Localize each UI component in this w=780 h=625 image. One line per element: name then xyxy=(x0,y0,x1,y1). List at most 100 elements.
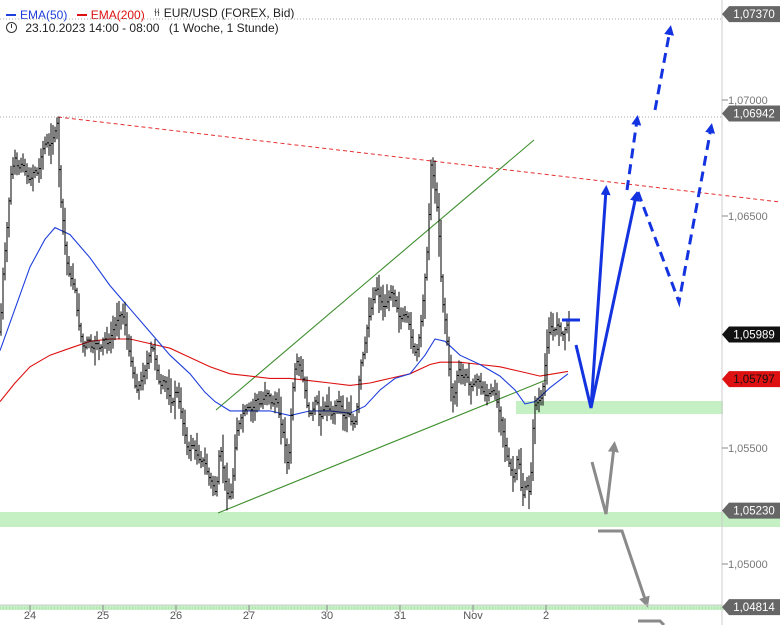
price-bar xyxy=(238,420,240,436)
price-bar xyxy=(232,468,234,499)
price-bar xyxy=(84,340,86,357)
price-bar xyxy=(282,419,284,439)
price-bar xyxy=(28,167,30,184)
price-bar xyxy=(474,374,476,387)
price-bar xyxy=(392,285,394,308)
price-bar xyxy=(364,336,366,360)
price-bar xyxy=(112,315,114,349)
price-bar xyxy=(126,312,128,350)
price-bar xyxy=(174,380,176,420)
price-bar xyxy=(402,307,404,323)
price-bar xyxy=(552,313,554,341)
price-bar xyxy=(88,336,90,349)
legend-ema50: EMA(50) xyxy=(6,8,67,22)
price-tag-box xyxy=(722,371,780,388)
price-bar xyxy=(558,318,560,346)
price-bar xyxy=(424,273,426,319)
price-bar xyxy=(334,400,336,425)
y-axis-ticks: 1,05000 1,05500 1,06500 1,07000 xyxy=(722,95,768,571)
price-bar xyxy=(448,336,450,377)
price-bar xyxy=(44,136,46,155)
price-bar xyxy=(544,353,546,396)
forecast-blue-up-2 xyxy=(589,191,640,409)
price-bar xyxy=(490,383,492,398)
price-bar xyxy=(180,387,182,420)
price-bar xyxy=(50,123,52,165)
price-bar xyxy=(254,392,256,421)
price-bar xyxy=(564,327,566,351)
price-bar xyxy=(446,313,448,346)
price-bar xyxy=(74,278,76,294)
price-bar xyxy=(80,322,82,343)
price-bar xyxy=(376,277,378,296)
price-bar xyxy=(338,390,340,414)
price-bar xyxy=(464,368,466,386)
y-tick-label: 1,06500 xyxy=(728,211,768,223)
price-bar xyxy=(284,417,286,464)
price-bar xyxy=(56,117,58,140)
price-bar xyxy=(280,396,282,445)
price-bar xyxy=(382,284,384,321)
legend-ema200: EMA(200) xyxy=(76,8,145,22)
price-bar xyxy=(302,359,304,383)
price-bar xyxy=(256,393,258,413)
price-bar xyxy=(350,395,352,426)
price-bar xyxy=(370,297,372,321)
price-bar xyxy=(188,441,190,459)
price-bar xyxy=(46,133,48,148)
price-tag-box xyxy=(722,502,780,519)
price-bar xyxy=(48,133,50,156)
price-bar xyxy=(168,369,170,406)
legend-instrument: ⫮⫮ EUR/USD (FOREX, Bid) xyxy=(154,6,294,20)
price-bar xyxy=(454,380,456,405)
price-bar xyxy=(206,453,208,475)
price-bar xyxy=(518,449,520,470)
price-tag: 1,05230 xyxy=(722,502,780,519)
forecast-blue-dashed-3 xyxy=(636,123,716,308)
price-bar xyxy=(140,371,142,391)
clock-icon xyxy=(6,22,17,33)
price-bar xyxy=(24,158,26,176)
price-bar xyxy=(118,301,120,339)
price-bar xyxy=(208,467,210,486)
price-bar xyxy=(438,193,440,257)
price-bar xyxy=(486,383,488,406)
price-bar xyxy=(462,363,464,385)
price-bar xyxy=(222,434,224,484)
price-tag-box xyxy=(722,326,780,343)
price-bar xyxy=(378,274,380,313)
price-bar xyxy=(64,207,66,255)
price-bar xyxy=(94,335,96,366)
price-bar xyxy=(436,182,438,212)
price-bar xyxy=(316,395,318,406)
price-bar xyxy=(42,140,44,170)
price-bar xyxy=(426,246,428,281)
support-zone-lower xyxy=(0,512,780,527)
price-bar xyxy=(556,312,558,336)
price-bar xyxy=(346,397,348,433)
price-bar xyxy=(14,149,16,175)
price-bar xyxy=(128,334,130,357)
price-bar xyxy=(6,222,8,263)
price-bar xyxy=(192,437,194,450)
price-bar xyxy=(306,376,308,409)
price-bar xyxy=(530,462,532,496)
price-bar xyxy=(534,396,536,445)
forecast-gray-down xyxy=(598,529,650,608)
x-tick-label: 30 xyxy=(321,610,333,622)
price-bar xyxy=(148,352,150,370)
price-bar xyxy=(8,197,10,238)
price-bar xyxy=(216,476,218,497)
price-bar xyxy=(452,383,454,413)
price-bar xyxy=(484,381,486,402)
price-bar xyxy=(430,159,432,221)
price-bar xyxy=(228,478,230,500)
price-bar xyxy=(512,456,514,492)
price-bar xyxy=(546,329,548,385)
price-bar xyxy=(236,417,238,451)
price-bar xyxy=(524,480,526,499)
price-bar xyxy=(460,361,462,385)
price-bar xyxy=(340,395,342,415)
price-bar xyxy=(292,382,294,421)
price-bar xyxy=(160,374,162,395)
